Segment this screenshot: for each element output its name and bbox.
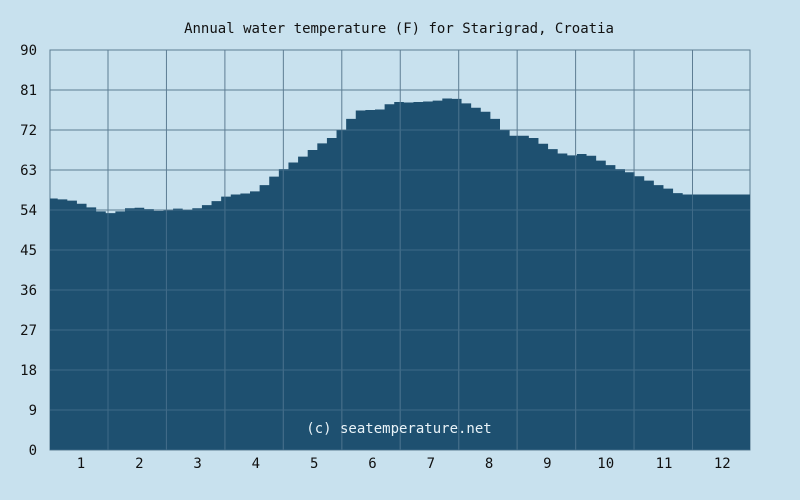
grid-lines [50,49,750,451]
x-tick-label: 5 [310,456,318,472]
x-axis-ticks: 1 2 3 4 5 6 7 8 9 10 11 12 [77,456,731,472]
y-tick-label: 54 [20,203,37,219]
y-tick-label: 72 [20,123,37,139]
y-tick-label: 90 [20,43,37,59]
x-tick-label: 9 [543,456,551,472]
x-tick-label: 2 [135,456,143,472]
y-axis-ticks: 0 9 18 27 36 45 54 63 72 81 90 [20,43,37,459]
y-tick-label: 81 [20,83,37,99]
watermark-text: (c) seatemperature.net [306,421,491,437]
x-tick-label: 6 [368,456,376,472]
y-tick-label: 63 [20,163,37,179]
chart-title: Annual water temperature (F) for Starigr… [184,21,614,37]
x-tick-label: 3 [193,456,201,472]
x-tick-label: 4 [252,456,260,472]
x-tick-label: 12 [714,456,731,472]
x-tick-label: 11 [656,456,673,472]
x-tick-label: 10 [597,456,614,472]
y-tick-label: 9 [29,403,37,419]
y-tick-label: 27 [20,323,37,339]
x-tick-label: 8 [485,456,493,472]
y-tick-label: 36 [20,283,37,299]
y-tick-label: 0 [29,443,37,459]
x-tick-label: 1 [77,456,85,472]
y-tick-label: 18 [20,363,37,379]
x-tick-label: 7 [427,456,435,472]
y-tick-label: 45 [20,243,37,259]
